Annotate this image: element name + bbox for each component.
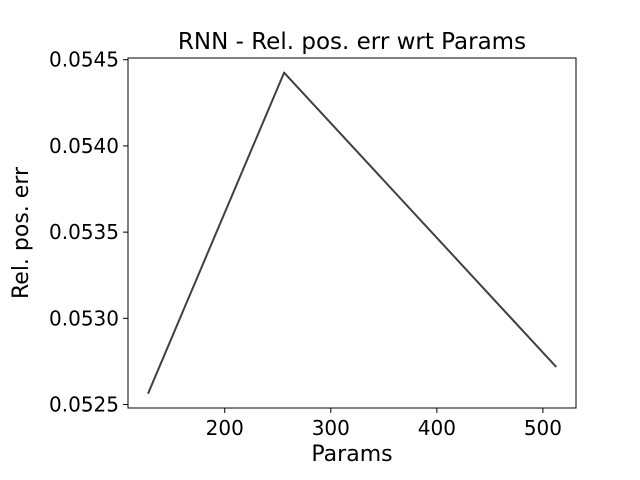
x-tick-label: 400: [418, 416, 456, 440]
x-tick-label: 500: [524, 416, 562, 440]
data-point: [554, 365, 557, 368]
chart-title: RNN - Rel. pos. err wrt Params: [178, 29, 526, 55]
y-tick-label: 0.0530: [49, 306, 119, 330]
y-tick-label: 0.0525: [49, 393, 119, 417]
x-tick-label: 200: [206, 416, 244, 440]
data-point: [147, 391, 150, 394]
x-axis: 200 300 400 500: [206, 408, 562, 440]
x-tick-label: 300: [312, 416, 350, 440]
x-axis-label: Params: [311, 442, 392, 467]
plot-frame: [127, 57, 577, 409]
series-layer: [147, 71, 557, 394]
data-point: [283, 71, 286, 74]
series-line-0: [147, 71, 557, 394]
y-tick-label: 0.0545: [49, 48, 119, 72]
y-axis: 0.0525 0.0530 0.0535 0.0540 0.0545: [49, 48, 128, 417]
y-tick-label: 0.0540: [49, 134, 119, 158]
y-tick-label: 0.0535: [49, 220, 119, 244]
y-axis-label: Rel. pos. err: [9, 166, 34, 299]
